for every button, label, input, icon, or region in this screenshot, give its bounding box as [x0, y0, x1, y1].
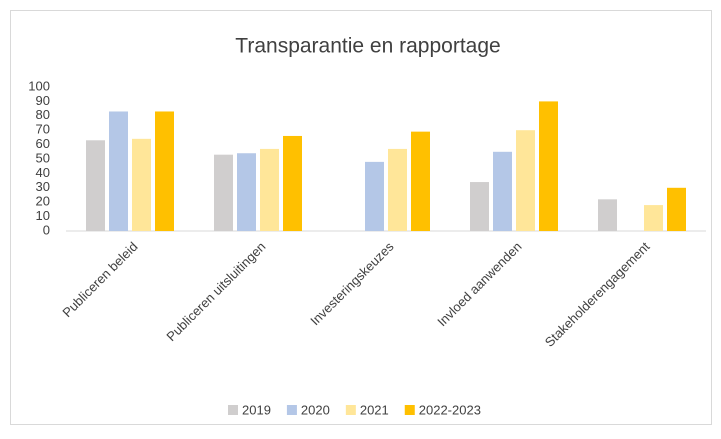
- legend-label: 2021: [360, 402, 389, 417]
- legend-label: 2019: [242, 402, 271, 417]
- y-tick-label: 100: [28, 78, 50, 93]
- y-tick-label: 50: [36, 150, 50, 165]
- bar: [237, 153, 256, 231]
- bar: [86, 140, 105, 231]
- y-tick-label: 10: [36, 208, 50, 223]
- legend-label: 2022-2023: [419, 402, 481, 417]
- bar: [155, 111, 174, 231]
- bar: [388, 148, 407, 231]
- bar: [493, 151, 512, 231]
- bar: [516, 130, 535, 231]
- y-tick-label: 30: [36, 179, 50, 194]
- legend-swatch: [286, 405, 297, 415]
- bar: [644, 205, 663, 231]
- bar: [109, 111, 128, 231]
- legend-swatch: [228, 405, 238, 415]
- y-tick-label: 80: [36, 107, 50, 122]
- y-tick-label: 90: [36, 93, 50, 108]
- bar: [283, 135, 302, 231]
- legend-label: 2020: [301, 402, 330, 417]
- y-tick-label: 0: [43, 222, 50, 237]
- legend-swatch: [404, 405, 415, 415]
- y-tick-label: 20: [36, 194, 50, 209]
- legend-swatch: [345, 405, 356, 415]
- y-tick-label: 60: [36, 136, 50, 151]
- y-tick-label: 40: [36, 165, 50, 180]
- bar: [470, 182, 489, 231]
- bar: [411, 131, 430, 231]
- bar: [598, 199, 617, 231]
- bar: [365, 161, 384, 231]
- y-tick-label: 70: [36, 122, 50, 137]
- bar: [260, 148, 279, 231]
- bar: [539, 101, 558, 232]
- bar: [214, 154, 233, 231]
- bar: [132, 138, 151, 231]
- bar: [667, 187, 686, 231]
- chart-title: Transparantie en rapportage: [235, 35, 500, 58]
